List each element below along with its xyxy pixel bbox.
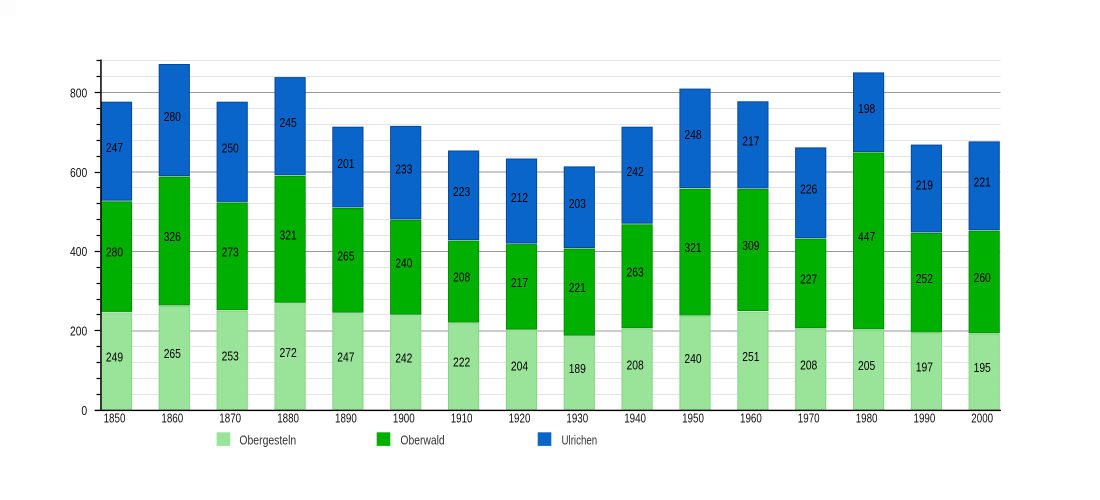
svg-text:248: 248 [684,128,701,142]
svg-text:200: 200 [70,325,87,339]
svg-text:201: 201 [337,157,354,171]
svg-text:321: 321 [684,241,701,255]
svg-text:208: 208 [453,271,470,285]
svg-text:1970: 1970 [798,412,820,426]
svg-text:1870: 1870 [219,412,241,426]
svg-text:260: 260 [974,271,991,285]
svg-text:309: 309 [742,239,759,253]
svg-text:1900: 1900 [393,412,415,426]
svg-text:Ulrichen: Ulrichen [562,433,598,447]
svg-text:212: 212 [511,191,528,205]
svg-text:227: 227 [800,272,817,286]
svg-text:1850: 1850 [104,412,126,426]
svg-text:1930: 1930 [566,412,588,426]
svg-text:2000: 2000 [971,412,993,426]
svg-text:253: 253 [222,350,239,364]
svg-text:208: 208 [627,359,644,373]
svg-text:1990: 1990 [914,412,936,426]
svg-text:263: 263 [627,265,644,279]
svg-text:1920: 1920 [509,412,531,426]
svg-text:219: 219 [916,178,933,192]
svg-text:221: 221 [569,281,586,295]
svg-text:800: 800 [70,87,87,101]
svg-text:240: 240 [684,352,701,366]
svg-text:204: 204 [511,359,528,373]
svg-text:Oberwald: Oberwald [400,433,444,447]
svg-text:Obergesteln: Obergesteln [239,433,296,447]
svg-text:400: 400 [70,245,87,259]
svg-text:245: 245 [280,116,297,130]
svg-text:203: 203 [569,197,586,211]
svg-text:217: 217 [742,135,759,149]
svg-text:242: 242 [627,165,644,179]
svg-text:247: 247 [337,351,354,365]
svg-text:242: 242 [395,352,412,366]
svg-text:195: 195 [974,361,991,375]
svg-text:0: 0 [81,404,87,418]
svg-text:273: 273 [222,245,239,259]
svg-text:240: 240 [395,256,412,270]
svg-text:280: 280 [106,246,123,260]
svg-text:223: 223 [453,185,470,199]
svg-text:326: 326 [164,230,181,244]
svg-text:208: 208 [800,359,817,373]
svg-text:252: 252 [916,272,933,286]
svg-text:247: 247 [106,141,123,155]
svg-text:272: 272 [280,346,297,360]
svg-text:198: 198 [858,102,875,116]
svg-text:600: 600 [70,166,87,180]
svg-text:189: 189 [569,362,586,376]
svg-text:222: 222 [453,356,470,370]
svg-text:265: 265 [164,347,181,361]
svg-text:233: 233 [395,163,412,177]
svg-text:1890: 1890 [335,412,357,426]
svg-text:1950: 1950 [682,412,704,426]
svg-text:1940: 1940 [624,412,646,426]
svg-text:265: 265 [337,249,354,263]
svg-text:217: 217 [511,276,528,290]
svg-text:205: 205 [858,359,875,373]
svg-text:249: 249 [106,350,123,364]
svg-text:1960: 1960 [740,412,762,426]
svg-text:447: 447 [858,230,875,244]
svg-text:251: 251 [742,350,759,364]
svg-text:1980: 1980 [856,412,878,426]
svg-text:226: 226 [800,183,817,197]
svg-text:321: 321 [280,228,297,242]
svg-text:1910: 1910 [451,412,473,426]
svg-text:280: 280 [164,110,181,124]
svg-text:1860: 1860 [161,412,183,426]
svg-text:197: 197 [916,361,933,375]
svg-text:1880: 1880 [277,412,299,426]
svg-text:221: 221 [974,176,991,190]
svg-text:250: 250 [222,142,239,156]
